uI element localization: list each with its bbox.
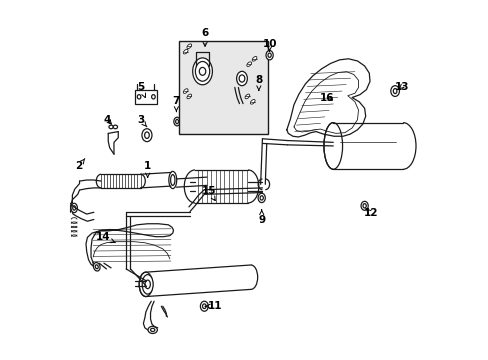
Ellipse shape	[139, 272, 152, 297]
Text: 3: 3	[137, 115, 146, 127]
Text: 9: 9	[258, 210, 264, 225]
Ellipse shape	[174, 117, 180, 126]
Text: 15: 15	[202, 186, 216, 201]
Ellipse shape	[252, 57, 256, 61]
Text: 14: 14	[95, 232, 115, 243]
Text: 7: 7	[172, 96, 180, 112]
Bar	[135, 90, 157, 104]
Ellipse shape	[71, 203, 77, 213]
Text: 8: 8	[255, 75, 262, 90]
Ellipse shape	[390, 86, 399, 96]
Ellipse shape	[258, 193, 265, 203]
Text: 2: 2	[75, 159, 84, 171]
Ellipse shape	[183, 89, 187, 93]
Ellipse shape	[109, 125, 113, 129]
Ellipse shape	[323, 123, 342, 169]
Ellipse shape	[236, 71, 247, 86]
Ellipse shape	[186, 44, 191, 49]
Text: 16: 16	[319, 93, 333, 103]
Ellipse shape	[250, 99, 255, 104]
Ellipse shape	[186, 94, 191, 99]
Ellipse shape	[192, 58, 212, 85]
Ellipse shape	[137, 95, 141, 99]
Ellipse shape	[244, 94, 249, 99]
Text: 1: 1	[144, 161, 151, 177]
Text: 12: 12	[363, 208, 377, 218]
Ellipse shape	[142, 129, 152, 141]
Bar	[179, 41, 267, 134]
Text: 4: 4	[103, 115, 111, 125]
Ellipse shape	[142, 275, 153, 294]
Ellipse shape	[145, 280, 150, 289]
Ellipse shape	[151, 95, 155, 99]
Ellipse shape	[265, 50, 273, 60]
Ellipse shape	[200, 301, 208, 311]
Text: 11: 11	[204, 301, 222, 311]
Text: 5: 5	[137, 82, 145, 98]
Ellipse shape	[113, 125, 117, 129]
Ellipse shape	[360, 201, 367, 210]
Ellipse shape	[183, 49, 187, 54]
Text: 6: 6	[201, 28, 208, 46]
Ellipse shape	[93, 262, 100, 271]
Ellipse shape	[168, 171, 176, 189]
Text: 13: 13	[393, 82, 408, 92]
Ellipse shape	[246, 62, 251, 67]
Ellipse shape	[148, 326, 157, 333]
Text: 10: 10	[262, 39, 276, 51]
